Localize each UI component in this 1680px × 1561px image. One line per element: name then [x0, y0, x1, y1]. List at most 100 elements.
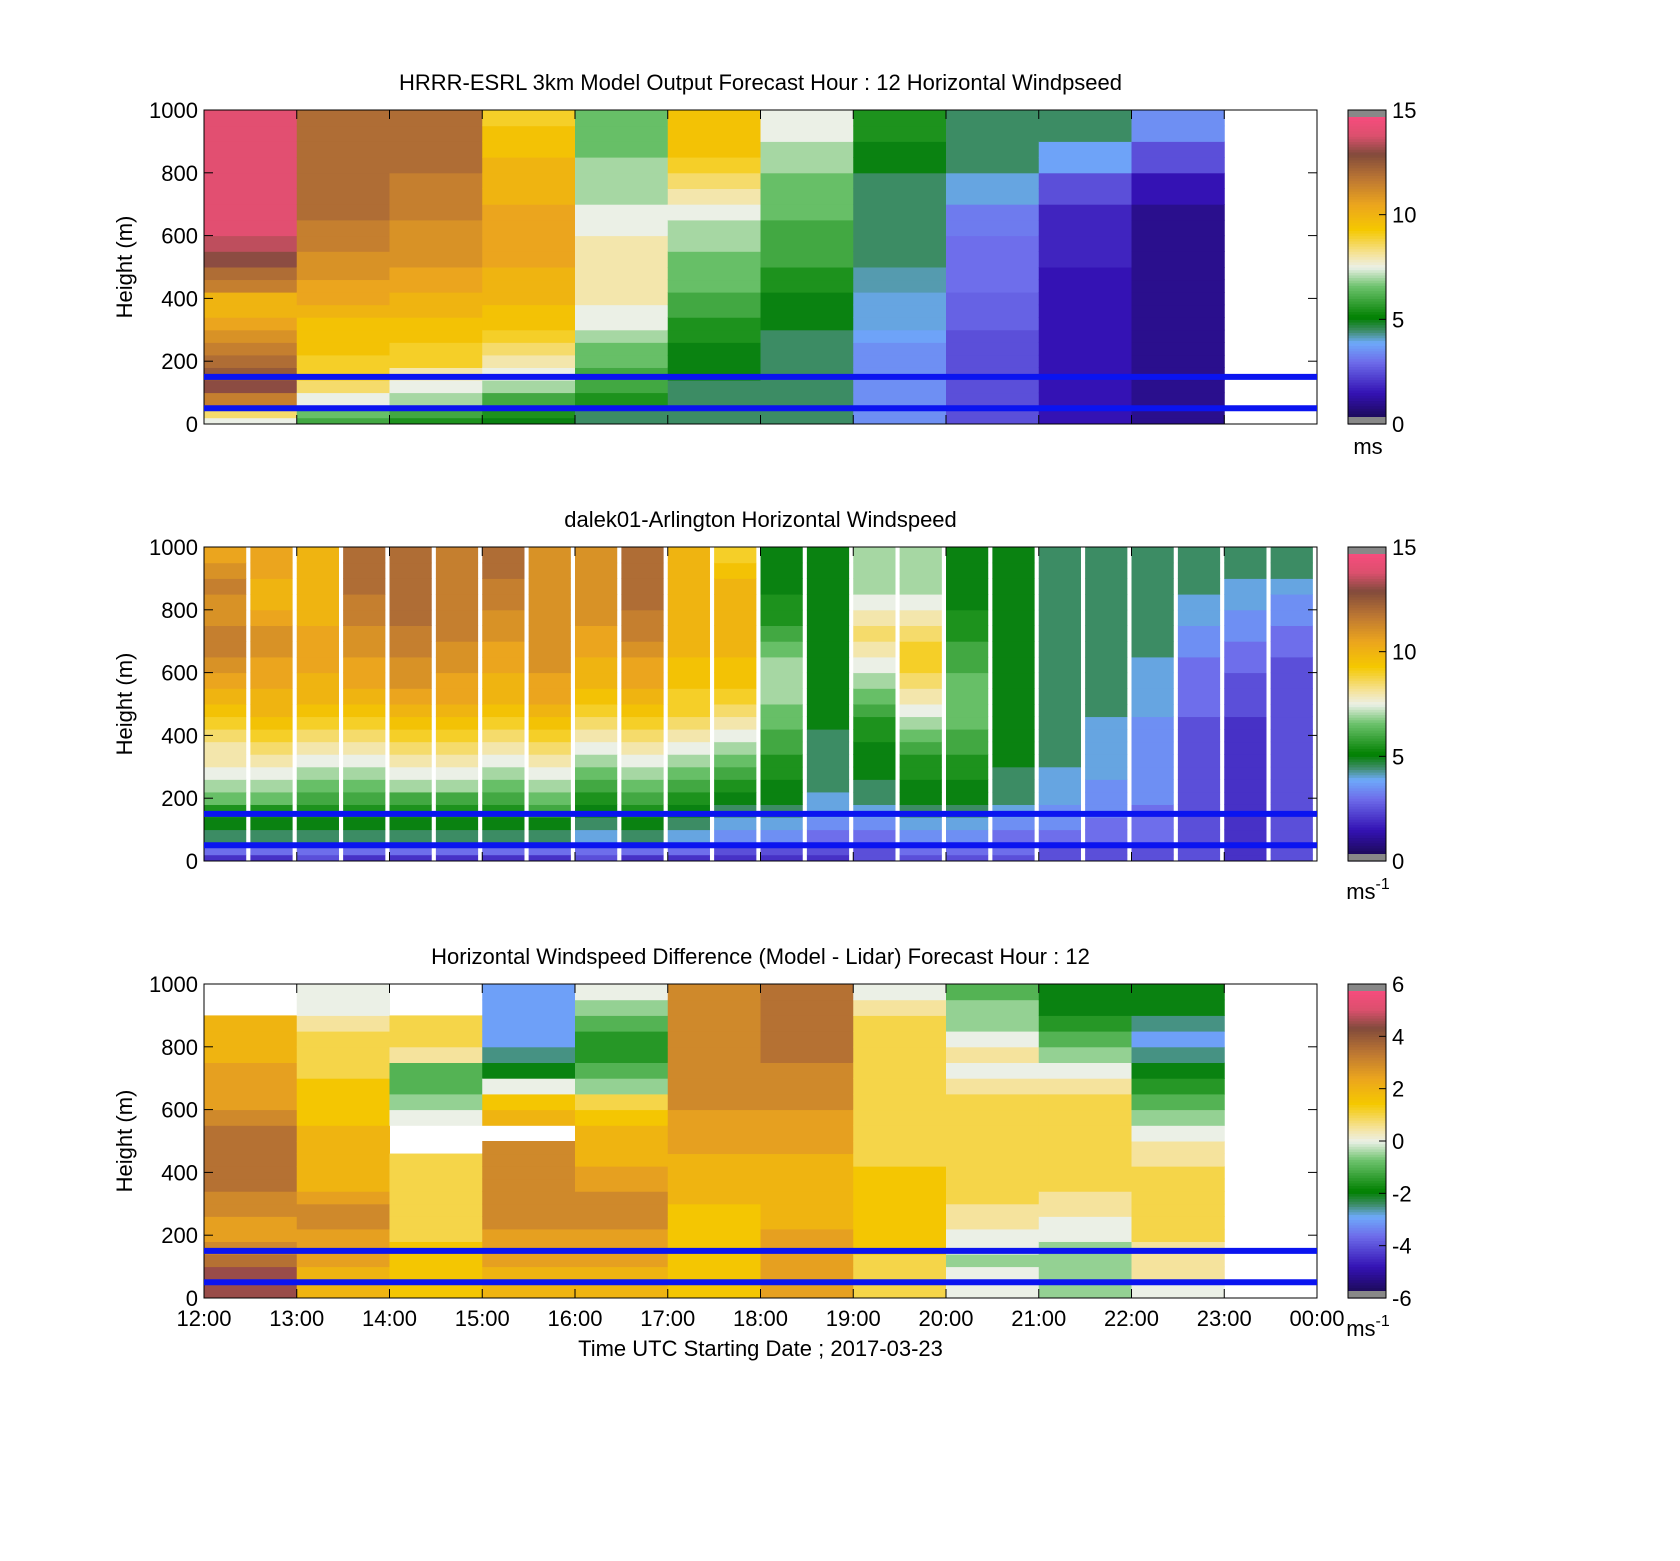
heatmap-cell: [621, 594, 664, 611]
heatmap-cell: [946, 329, 1040, 343]
heatmap-cell: [389, 157, 483, 174]
colorbar-segment: [1348, 1120, 1386, 1124]
heatmap-cell: [296, 729, 339, 743]
colorbar-segment: [1348, 1216, 1386, 1221]
heatmap-cell: [899, 641, 942, 658]
colorbar-segment: [1348, 604, 1386, 608]
colorbar-segment: [1348, 628, 1386, 632]
heatmap-cell: [1131, 380, 1225, 394]
heatmap-cell: [250, 754, 293, 768]
heatmap-cell: [714, 716, 757, 730]
colorbar-segment: [1348, 1148, 1386, 1153]
colorbar-segment: [1348, 683, 1386, 687]
heatmap-cell: [760, 1031, 854, 1048]
heatmap-cell: [528, 562, 571, 579]
heatmap-cell: [760, 342, 854, 356]
heatmap-cell: [667, 279, 761, 293]
heatmap-cell: [1224, 829, 1267, 843]
heatmap-cell: [806, 817, 850, 831]
heatmap-cell: [853, 141, 947, 158]
heatmap-cell: [1270, 854, 1313, 862]
heatmap-cell: [760, 354, 854, 368]
heatmap-cell: [296, 656, 339, 674]
heatmap-cell: [575, 625, 618, 642]
heatmap-cell: [1038, 1015, 1132, 1032]
heatmap-cell: [1085, 672, 1128, 689]
colorbar-segment: [1348, 371, 1386, 375]
colorbar-segment: [1348, 1284, 1386, 1289]
colorbar-segment: [1348, 303, 1386, 307]
heatmap-cell: [343, 817, 386, 831]
colorbar-segment: [1348, 826, 1386, 831]
heatmap-cell: [806, 716, 850, 730]
heatmap-cell: [1224, 625, 1267, 642]
heatmap-cell: [853, 354, 947, 368]
heatmap-cell: [250, 817, 293, 831]
heatmap-cell: [853, 125, 947, 142]
heatmap-cell: [853, 380, 947, 394]
colorbar-segment: [1348, 651, 1386, 655]
heatmap-cell: [435, 594, 479, 611]
heatmap-cell: [296, 672, 339, 689]
heatmap-cell: [296, 609, 339, 626]
heatmap-cell: [667, 999, 761, 1016]
heatmap-cell: [853, 1203, 947, 1217]
heatmap-cell: [296, 625, 339, 642]
heatmap-cell: [946, 1216, 1040, 1230]
heatmap-cell: [899, 547, 942, 564]
heatmap-cell: [204, 110, 298, 127]
heatmap-cell: [853, 219, 947, 237]
heatmap-cell: [296, 829, 339, 843]
heatmap-cell: [296, 1031, 390, 1048]
heatmap-cell: [1038, 754, 1081, 768]
heatmap-cell: [806, 729, 850, 743]
heatmap-cell: [389, 417, 483, 425]
heatmap-cell: [1224, 716, 1267, 730]
heatmap-cell: [946, 716, 989, 730]
heatmap-cell: [1085, 625, 1128, 642]
heatmap-cell: [1131, 279, 1225, 293]
heatmap-cell: [1038, 779, 1081, 793]
heatmap-cell: [204, 329, 298, 343]
heatmap-cell: [389, 1031, 483, 1048]
heatmap-cell: [621, 779, 664, 793]
heatmap-cell: [296, 304, 390, 318]
heatmap-cell: [853, 578, 896, 595]
heatmap-cell: [946, 1254, 1040, 1268]
heatmap-cell: [1270, 656, 1313, 674]
heatmap-cell: [389, 188, 483, 205]
colorbar-segment: [1348, 298, 1386, 302]
colorbar-segment: [1348, 714, 1386, 718]
colorbar-segment: [1348, 410, 1386, 415]
colorbar-segment: [1348, 1167, 1386, 1171]
heatmap-cell: [204, 235, 298, 252]
heatmap-cell: [946, 417, 1040, 425]
heatmap-cell: [575, 1093, 669, 1111]
heatmap-cell: [1131, 141, 1225, 158]
heatmap-cell: [714, 741, 757, 755]
heatmap-cell: [296, 392, 390, 406]
heatmap-cell: [853, 1093, 947, 1111]
heatmap-cell: [946, 641, 989, 658]
colorbar-segment: [1348, 581, 1386, 585]
heatmap-cell: [389, 354, 483, 368]
heatmap-cell: [714, 656, 757, 674]
colorbar-segment: [1348, 387, 1386, 391]
heatmap-cell: [806, 766, 850, 780]
colorbar-segment: [1348, 1065, 1386, 1069]
heatmap-cell: [482, 1062, 576, 1079]
colorbar-segment: [1348, 717, 1386, 721]
colorbar-segment: [1348, 369, 1386, 373]
colorbar-segment: [1348, 185, 1386, 190]
heatmap-cell: [1038, 188, 1132, 205]
heatmap-cell: [1038, 1078, 1132, 1095]
heatmap-cell: [482, 1153, 576, 1167]
heatmap-cell: [992, 594, 1035, 611]
heatmap-cell: [1177, 716, 1221, 730]
heatmap-cell: [621, 672, 664, 689]
colorbar-segment: [1348, 1057, 1386, 1061]
heatmap-cell: [343, 688, 386, 705]
heatmap-cell: [204, 1216, 298, 1230]
colorbar-unit-base: ms: [1346, 1316, 1375, 1341]
heatmap-cell: [575, 704, 618, 718]
